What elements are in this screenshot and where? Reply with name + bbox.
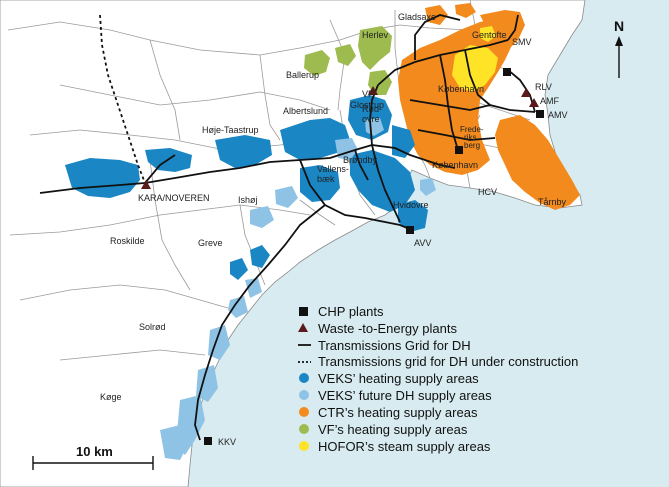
north-arrow-head — [615, 36, 623, 46]
wte-vf — [368, 86, 378, 95]
scale-bar: 10 km — [32, 444, 154, 470]
label-greve: Greve — [198, 238, 223, 248]
legend-swatch-veks — [299, 373, 309, 383]
label-amf: AMF — [540, 96, 560, 106]
chp-kkv — [204, 437, 212, 445]
wte-rlv — [521, 88, 531, 97]
label-albertslund: Albertslund — [283, 106, 328, 116]
legend-swatch-chp — [299, 307, 308, 316]
legend-label-hofor: HOFOR’s steam supply areas — [318, 439, 491, 454]
legend-label-chp: CHP plants — [318, 304, 384, 319]
legend-swatch-hofor — [299, 441, 309, 451]
chp-smv — [503, 68, 511, 76]
label-ballerup: Ballerup — [286, 70, 319, 80]
label-solrod: Solrød — [139, 322, 166, 332]
label-herlev: Herlev — [362, 30, 389, 40]
label-vf: VF — [362, 89, 374, 99]
chp-amv — [536, 110, 544, 118]
label-hcv: HCV — [478, 187, 497, 197]
legend-label-grid: Transmissions Grid for DH — [318, 338, 471, 353]
label-smv: SMV — [512, 37, 532, 47]
chp-plants — [204, 68, 544, 445]
label-kobenhavn-n: København — [438, 84, 484, 94]
vf-supply-areas — [304, 26, 392, 95]
veks-future-areas — [160, 118, 436, 460]
label-ishoj: Ishøj — [238, 195, 258, 205]
label-glostrup: Glostrup — [350, 100, 384, 110]
label-frederiksberg-3: berg — [464, 141, 480, 150]
legend-label-grid-construction: Transmissions grid for DH under construc… — [318, 354, 578, 369]
chp-avv — [406, 226, 414, 234]
grid-under-construction — [99, 14, 146, 184]
label-amv: AMV — [548, 110, 568, 120]
label-hvidovre: Hvidovre — [393, 200, 429, 210]
label-frederiksberg-1: Frede- — [460, 125, 484, 134]
north-label: N — [614, 18, 624, 34]
label-vallensbaek-2: bæk — [317, 174, 335, 184]
legend-label-ctr: CTR’s heating supply areas — [318, 405, 478, 420]
legend-swatch-vf — [299, 424, 309, 434]
label-koge: Køge — [100, 392, 122, 402]
label-rodovre-2: ovre — [362, 114, 380, 124]
legend-swatch-ctr — [299, 407, 309, 417]
label-rlv: RLV — [535, 82, 552, 92]
wte-amf — [529, 98, 539, 107]
wte-plants — [141, 86, 539, 189]
legend-label-veks: VEKS’ heating supply areas — [318, 371, 479, 386]
legend-label-veks-future: VEKS’ future DH supply areas — [318, 388, 492, 403]
legend-swatch-wte — [298, 323, 308, 332]
label-gentofte: Gentofte — [472, 30, 507, 40]
hofor-steam-areas — [452, 26, 498, 92]
label-roskilde: Roskilde — [110, 236, 145, 246]
transmission-grid — [39, 14, 536, 441]
legend-label-vf: VF’s heating supply areas — [318, 422, 468, 437]
label-brondby: Brøndby — [343, 155, 378, 165]
label-kobenhavn-s: København — [432, 160, 478, 170]
legend-label-wte: Waste -to-Energy plants — [318, 321, 457, 336]
legend: CHP plants Waste -to-Energy plants Trans… — [298, 304, 578, 454]
place-labels: Gladsaxe Gentofte Herlev Ballerup SMV RL… — [100, 12, 568, 447]
scale-label: 10 km — [76, 444, 113, 459]
label-vallensbaek-1: Vallens- — [317, 164, 349, 174]
legend-swatch-veks-future — [299, 390, 309, 400]
label-hoje-taastrup: Høje-Taastrup — [202, 125, 259, 135]
label-kkv: KKV — [218, 437, 236, 447]
label-avv: AVV — [414, 238, 431, 248]
label-tarnby: Tårnby — [538, 197, 567, 207]
north-arrow: N — [614, 18, 624, 78]
label-gladsaxe: Gladsaxe — [398, 12, 436, 22]
label-frederiksberg-2: riks — [464, 133, 476, 142]
wte-kara — [141, 180, 151, 189]
chp-hcv — [455, 146, 463, 154]
label-kara: KARA/NOVEREN — [138, 193, 210, 203]
label-rodovre-1: Rød- — [362, 104, 382, 114]
